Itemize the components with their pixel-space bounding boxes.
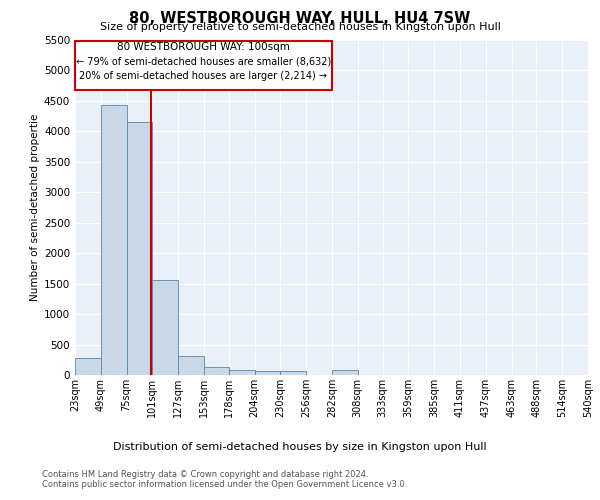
Bar — [254, 371, 280, 375]
Y-axis label: Number of semi-detached propertie: Number of semi-detached propertie — [30, 114, 40, 301]
Text: Contains public sector information licensed under the Open Government Licence v3: Contains public sector information licen… — [42, 480, 407, 489]
Bar — [101, 105, 127, 375]
Text: 80, WESTBOROUGH WAY, HULL, HU4 7SW: 80, WESTBOROUGH WAY, HULL, HU4 7SW — [130, 11, 470, 26]
Text: 20% of semi-detached houses are larger (2,214) →: 20% of semi-detached houses are larger (… — [79, 70, 328, 81]
Bar — [127, 122, 152, 375]
Text: ← 79% of semi-detached houses are smaller (8,632): ← 79% of semi-detached houses are smalle… — [76, 56, 331, 66]
Bar — [204, 367, 229, 375]
Bar — [178, 356, 204, 375]
Bar — [280, 371, 306, 375]
Text: 80 WESTBOROUGH WAY: 100sqm: 80 WESTBOROUGH WAY: 100sqm — [117, 42, 290, 52]
Bar — [75, 358, 101, 375]
Bar — [152, 280, 178, 375]
Text: Contains HM Land Registry data © Crown copyright and database right 2024.: Contains HM Land Registry data © Crown c… — [42, 470, 368, 479]
Bar — [229, 370, 254, 375]
Bar — [332, 370, 358, 375]
Bar — [75, 40, 332, 90]
Text: Distribution of semi-detached houses by size in Kingston upon Hull: Distribution of semi-detached houses by … — [113, 442, 487, 452]
Text: Size of property relative to semi-detached houses in Kingston upon Hull: Size of property relative to semi-detach… — [100, 22, 500, 32]
